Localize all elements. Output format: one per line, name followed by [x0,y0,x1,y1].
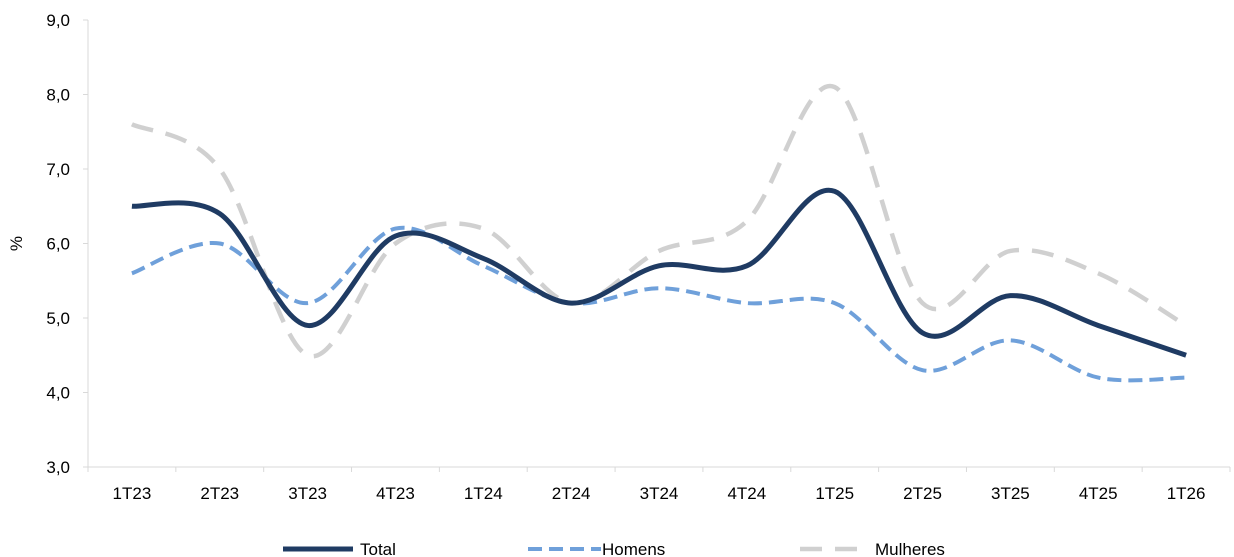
y-tick-label: 7,0 [46,160,70,179]
x-tick-label: 1T26 [1167,484,1206,503]
y-axis-title: % [7,236,26,251]
x-tick-label: 2T25 [903,484,942,503]
series-line-homens [131,225,1187,383]
y-tick-label: 4,0 [46,384,70,403]
x-tick-label: 4T25 [1079,484,1118,503]
axes: % [7,20,1230,468]
x-tick-label: 2T23 [200,484,239,503]
series [130,83,1188,383]
legend-label-mulheres: Mulheres [875,540,945,557]
y-ticks: 3,0 4,0 5,0 6,0 7,0 8,0 9,0 [46,11,88,477]
series-line-total [131,187,1187,358]
x-tick-label: 1T25 [815,484,854,503]
x-tick-label: 2T24 [552,484,591,503]
legend-label-total: Total [360,540,396,557]
legend: Total Homens Mulheres [283,540,945,557]
x-tick-label: 4T24 [727,484,766,503]
y-tick-label: 9,0 [46,11,70,30]
x-tick-label: 1T23 [113,484,152,503]
y-tick-label: 8,0 [46,86,70,105]
x-tick-label: 3T24 [640,484,679,503]
x-tick-label: 3T25 [991,484,1030,503]
x-tick-label: 4T23 [376,484,415,503]
x-ticks: 1T23 2T23 3T23 4T23 1T24 2T24 3T24 4T24 1T25 2T25… [87,467,1231,503]
x-tick-label: 3T23 [288,484,327,503]
y-tick-label: 3,0 [46,458,70,477]
x-tick-label: 1T24 [464,484,503,503]
series-line-mulheres [130,83,1188,359]
y-tick-label: 6,0 [46,235,70,254]
y-tick-label: 5,0 [46,309,70,328]
legend-label-homens: Homens [602,540,665,557]
